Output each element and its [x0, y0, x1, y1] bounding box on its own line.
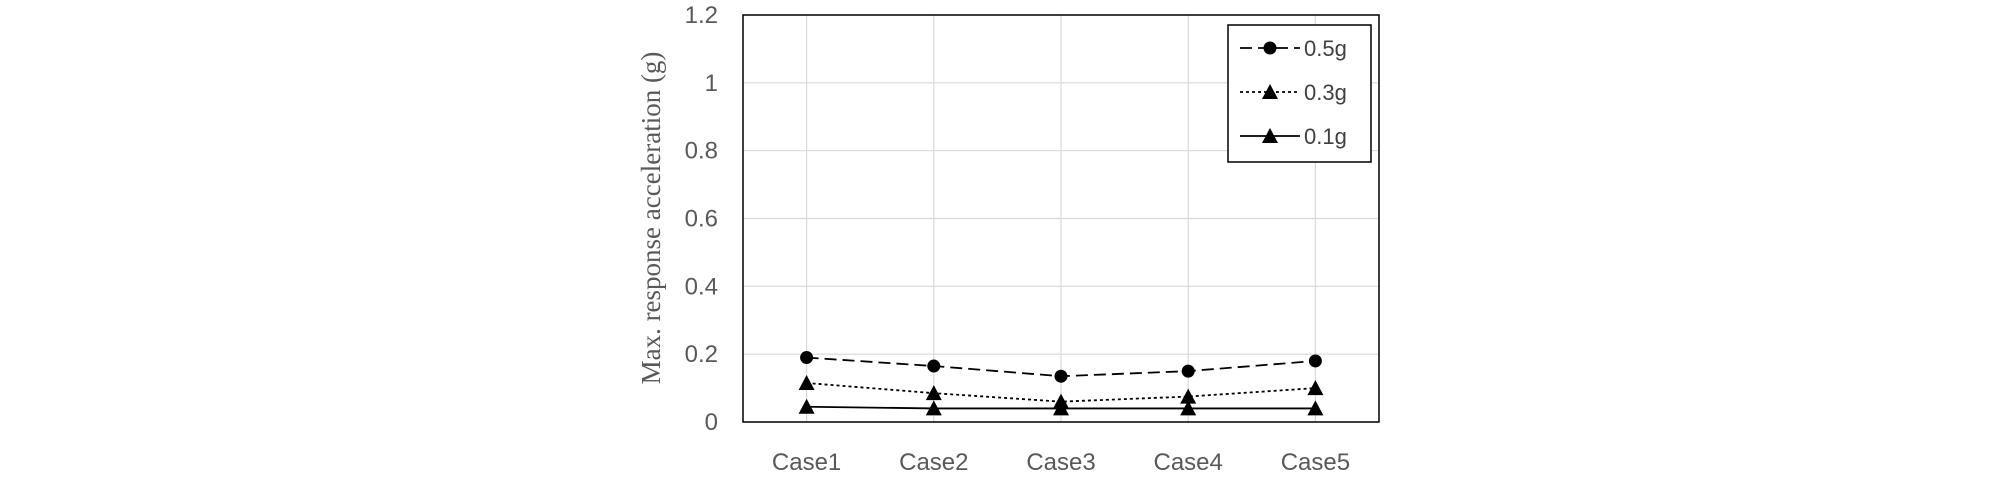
- y-tick-label: 0.2: [685, 341, 718, 368]
- x-tick-labels: Case1 Case2 Case3 Case4 Case5: [772, 449, 1350, 476]
- legend-item: 0.1g: [1240, 124, 1347, 149]
- y-axis-label: Max. response acceleration (g): [636, 52, 666, 385]
- data-point-circle: [1308, 354, 1322, 368]
- x-tick-label: Case2: [899, 449, 968, 476]
- x-tick-label: Case4: [1154, 449, 1223, 476]
- data-point-triangle: [925, 385, 942, 401]
- y-tick-label: 0.6: [685, 206, 718, 233]
- data-point-circle: [800, 351, 814, 365]
- y-tick-labels: 0 0.2 0.4 0.6 0.8 1 1.2: [685, 2, 718, 436]
- y-tick-label: 1: [705, 70, 718, 97]
- data-point-triangle: [1307, 400, 1324, 416]
- legend-item: 0.3g: [1240, 80, 1347, 105]
- x-tick-label: Case3: [1026, 449, 1095, 476]
- series-group: [798, 351, 1324, 416]
- data-point-circle: [1181, 364, 1195, 378]
- y-tick-label: 0: [705, 409, 718, 436]
- data-point-triangle: [1262, 84, 1278, 99]
- series-0.1g: [798, 398, 1324, 416]
- legend-label: 0.1g: [1304, 124, 1347, 149]
- legend-item: 0.5g: [1240, 36, 1347, 61]
- data-point-circle: [927, 359, 941, 373]
- data-point-triangle: [798, 374, 815, 390]
- y-tick-label: 0.4: [685, 273, 718, 300]
- data-point-triangle: [1180, 388, 1197, 404]
- data-point-triangle: [1307, 380, 1324, 396]
- data-point-circle: [1263, 41, 1277, 55]
- legend-label: 0.3g: [1304, 80, 1347, 105]
- data-point-triangle: [1180, 400, 1197, 416]
- data-point-triangle: [1053, 400, 1069, 416]
- y-tick-label: 1.2: [685, 2, 718, 29]
- series-line: [806, 382, 1316, 403]
- legend-box: [1227, 24, 1372, 163]
- data-point-circle: [1054, 369, 1068, 383]
- y-tick-label: 0.8: [685, 138, 718, 165]
- data-point-triangle: [798, 398, 815, 414]
- series-0.5g: [800, 351, 1322, 383]
- data-point-triangle: [1262, 128, 1278, 143]
- x-tick-label: Case5: [1281, 449, 1350, 476]
- legend-label: 0.5g: [1304, 36, 1347, 61]
- legend: 0.5g 0.3g 0.1g: [1227, 24, 1372, 163]
- x-tick-label: Case1: [772, 449, 841, 476]
- data-point-triangle: [925, 400, 942, 416]
- plot-area-border: [742, 14, 1380, 423]
